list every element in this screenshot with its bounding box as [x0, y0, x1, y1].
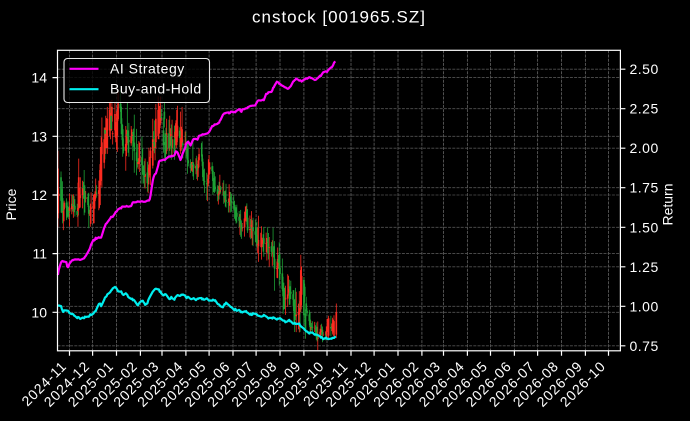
svg-text:1.00: 1.00: [630, 298, 659, 314]
svg-text:1.25: 1.25: [630, 259, 659, 275]
svg-text:10: 10: [31, 304, 47, 320]
svg-text:14: 14: [31, 70, 47, 86]
svg-text:0.75: 0.75: [630, 338, 659, 354]
svg-text:2.00: 2.00: [630, 140, 659, 156]
svg-text:1.50: 1.50: [630, 219, 659, 235]
svg-text:13: 13: [31, 128, 47, 144]
svg-text:2.50: 2.50: [630, 61, 659, 77]
svg-text:2.25: 2.25: [630, 101, 659, 117]
svg-text:Return: Return: [660, 183, 676, 225]
svg-text:Price: Price: [3, 188, 19, 220]
svg-text:AI Strategy: AI Strategy: [110, 60, 185, 76]
svg-text:1.75: 1.75: [630, 180, 659, 196]
svg-text:11: 11: [32, 246, 47, 262]
svg-text:cnstock [001965.SZ]: cnstock [001965.SZ]: [252, 8, 426, 27]
svg-text:12: 12: [31, 187, 47, 203]
svg-text:Buy-and-Hold: Buy-and-Hold: [110, 81, 202, 97]
